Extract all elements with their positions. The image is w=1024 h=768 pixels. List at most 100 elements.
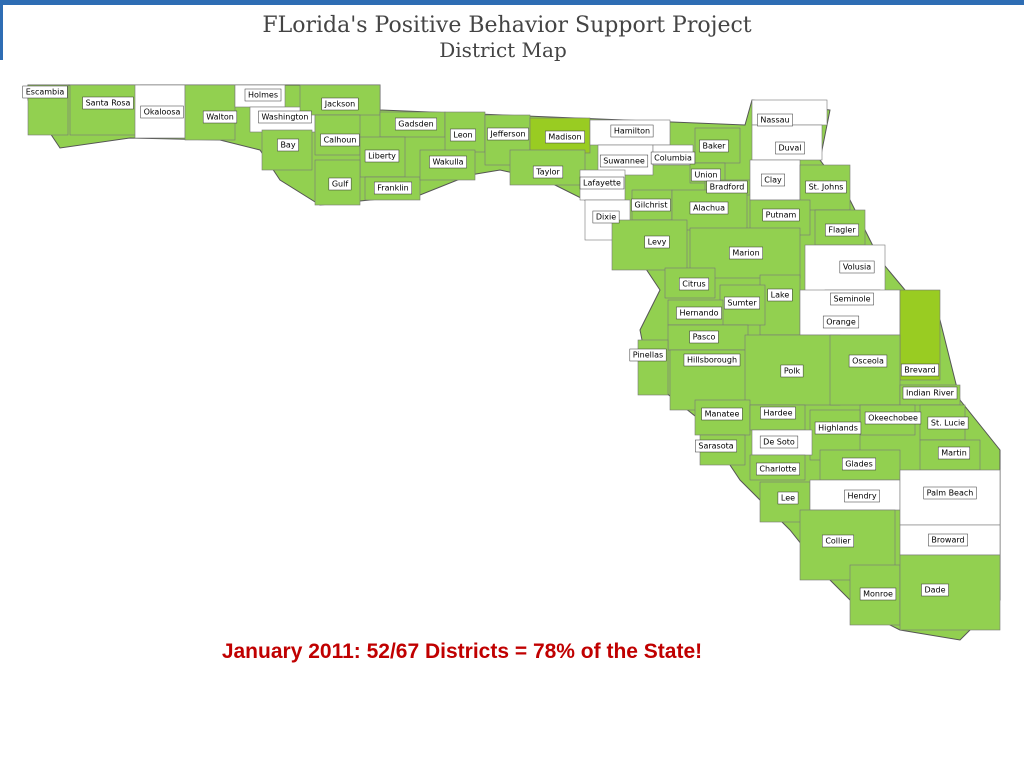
county-label: Orange <box>826 318 856 327</box>
county-label: Dade <box>924 586 945 595</box>
county-label-box <box>689 201 729 215</box>
county-label-box <box>650 151 696 165</box>
county-label: Clay <box>764 176 782 185</box>
county-label: Suwannee <box>603 157 645 166</box>
county-label-box <box>901 363 939 377</box>
county-label-box <box>859 587 897 601</box>
county-label: Dixie <box>596 213 616 222</box>
county-label: Marion <box>732 249 759 258</box>
county-label: Union <box>694 171 717 180</box>
county-label-box <box>701 407 743 421</box>
county-label-box <box>532 165 564 179</box>
county-label-box <box>321 97 359 111</box>
county-label-box <box>450 128 476 142</box>
county-label: Walton <box>206 113 234 122</box>
caption: January 2011: 52/67 Districts = 78% of t… <box>222 640 702 663</box>
county-label-box <box>610 124 654 138</box>
county-label: Lake <box>771 291 790 300</box>
county-label-box <box>683 353 741 367</box>
county-label: Escambia <box>26 88 65 97</box>
county-label: Bradford <box>710 183 745 192</box>
county-label: Columbia <box>654 154 692 163</box>
county-label: Citrus <box>682 280 705 289</box>
county-label-box <box>767 288 793 302</box>
county-label: Bay <box>280 141 295 150</box>
county-label-box <box>923 486 977 500</box>
county-label: St. Lucie <box>931 419 965 428</box>
county-label: Lee <box>781 494 795 503</box>
county-label: Palm Beach <box>927 489 974 498</box>
county-label-box <box>631 198 671 212</box>
county-label: Charlotte <box>759 465 796 474</box>
county-label-box <box>756 462 800 476</box>
county-label-box <box>244 88 282 102</box>
county-label: Gulf <box>332 180 348 189</box>
county-label: Lafayette <box>583 179 621 188</box>
county-label-box <box>830 292 874 306</box>
county-label: Seminole <box>833 295 870 304</box>
county-label: Leon <box>453 131 472 140</box>
county-label: Hamilton <box>614 127 650 136</box>
county-label-box <box>82 96 134 110</box>
county-label: Putnam <box>766 211 797 220</box>
county-label-box <box>825 223 859 237</box>
county-label: Glades <box>845 460 873 469</box>
county-label: Martin <box>941 449 967 458</box>
county-label-box <box>364 149 400 163</box>
county-label: Jackson <box>324 100 355 109</box>
county-label: Wakulla <box>432 158 463 167</box>
county-label: Sumter <box>727 299 757 308</box>
county-label: Pinellas <box>633 351 663 360</box>
county-label-box <box>395 117 437 131</box>
county-label: Calhoun <box>324 136 357 145</box>
county-label-box <box>775 141 805 155</box>
county-label-box <box>676 306 722 320</box>
left-bar <box>0 0 3 60</box>
county-label: Okeechobee <box>868 414 918 423</box>
county-label: Broward <box>931 536 964 545</box>
county-label: Levy <box>648 238 667 247</box>
county-label-box <box>679 277 709 291</box>
county-label-box <box>805 180 847 194</box>
county-label: Gadsden <box>398 120 433 129</box>
county-label-box <box>729 246 763 260</box>
county-label-box <box>759 435 799 449</box>
county-label: Pasco <box>693 333 716 342</box>
county-label: Gilchrist <box>635 201 668 210</box>
county-label-box <box>202 110 238 124</box>
county-label: Madison <box>548 133 581 142</box>
county-label-box <box>762 208 800 222</box>
county-label: Liberty <box>368 152 396 161</box>
county-label-box <box>328 177 352 191</box>
county-label-box <box>724 296 760 310</box>
county-label-box <box>258 110 312 124</box>
county-label-box <box>629 348 667 362</box>
county-region <box>899 554 1001 631</box>
county-label-box <box>691 168 721 182</box>
map-title: FLorida's Positive Behavior Support Proj… <box>262 13 751 38</box>
county-label-box <box>374 181 412 195</box>
county-label-box <box>839 260 875 274</box>
county-label-box <box>429 155 467 169</box>
county-label-box <box>848 354 888 368</box>
county-label-box <box>320 133 360 147</box>
county-label: Osceola <box>852 357 884 366</box>
county-label: Okaloosa <box>144 108 181 117</box>
map-subtitle: District Map <box>439 38 567 62</box>
county-label: Flagler <box>828 226 856 235</box>
county-label-box <box>822 315 860 329</box>
county-label-box <box>928 533 968 547</box>
county-label: St. Johns <box>809 183 844 192</box>
county-label: Washington <box>261 113 308 122</box>
county-region <box>637 339 669 396</box>
county-label-box <box>695 439 737 453</box>
county-label: Hardee <box>764 409 793 418</box>
county-label: Taylor <box>535 168 560 177</box>
county-label: Franklin <box>377 184 408 193</box>
county-label: Duval <box>778 144 801 153</box>
county-label-box <box>844 489 880 503</box>
county-label-box <box>921 583 949 597</box>
county-label: Baker <box>703 142 727 151</box>
county-label: Nassau <box>760 116 789 125</box>
county-label: Holmes <box>248 91 278 100</box>
